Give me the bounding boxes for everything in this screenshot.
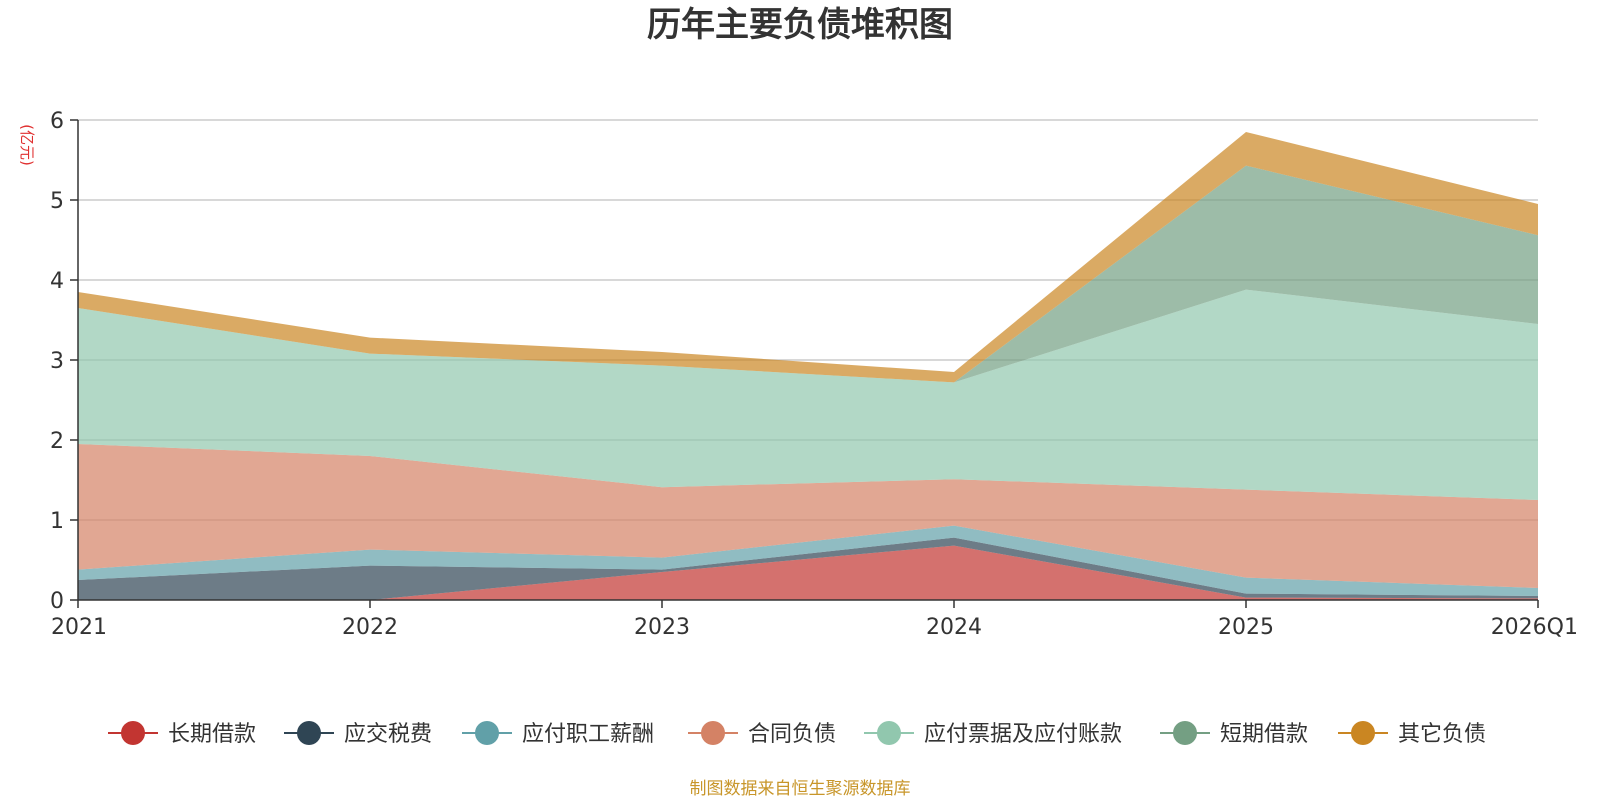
legend-marker [701,721,725,745]
x-tick-label: 2026Q1 [1491,615,1578,640]
legend-label: 应交税费 [344,722,432,747]
x-tick-label: 2021 [51,615,107,640]
y-tick-label: 2 [50,429,64,454]
legend-marker [1173,721,1197,745]
legend-marker [1351,721,1375,745]
y-axis-unit-label: (亿元) [18,124,36,166]
x-tick-label: 2023 [634,615,690,640]
legend-item-短期借款[interactable]: 短期借款 [1160,721,1308,747]
legend-item-应交税费[interactable]: 应交税费 [284,721,432,747]
y-tick-label: 3 [50,349,64,374]
area-应付票据及应付账款[interactable] [78,289,1538,500]
legend-marker [877,721,901,745]
legend-item-应付职工薪酬[interactable]: 应付职工薪酬 [462,721,654,747]
x-tick-label: 2025 [1218,615,1274,640]
chart-title: 历年主要负债堆积图 [647,5,953,45]
legend-marker [297,721,321,745]
legend-label: 应付职工薪酬 [522,722,654,747]
y-tick-label: 4 [50,269,64,294]
legend-label: 应付票据及应付账款 [924,722,1122,747]
stacked-areas [78,132,1538,600]
area-合同负债[interactable] [78,444,1538,588]
legend: 长期借款 应交税费 应付职工薪酬 合同负债 应付票据及应付账款 短期借款 其它负债 [108,721,1486,747]
y-tick-label: 1 [50,509,64,534]
y-tick-label: 0 [50,589,64,614]
area-应交税费[interactable] [78,537,1538,600]
y-tick-label: 5 [50,189,64,214]
legend-label: 其它负债 [1398,722,1486,747]
axes: 0 1 2 3 4 5 6 2021 2022 2023 2024 2025 2026Q1 [50,109,1578,640]
legend-item-应付票据及应付账款[interactable]: 应付票据及应付账款 [864,721,1122,747]
x-tick-label: 2022 [342,615,398,640]
legend-marker [475,721,499,745]
legend-marker [121,721,145,745]
area-应付职工薪酬[interactable] [78,525,1538,596]
area-其它负债[interactable] [78,132,1538,383]
legend-item-其它负债[interactable]: 其它负债 [1338,721,1486,747]
legend-item-长期借款[interactable]: 长期借款 [108,721,256,747]
legend-label: 长期借款 [168,722,256,747]
area-长期借款[interactable] [78,545,1538,600]
source-note: 制图数据来自恒生聚源数据库 [690,779,911,799]
y-tick-label: 6 [50,109,64,134]
legend-label: 短期借款 [1220,722,1308,747]
x-tick-label: 2024 [926,615,982,640]
legend-label: 合同负债 [748,722,836,747]
legend-item-合同负债[interactable]: 合同负债 [688,721,836,747]
